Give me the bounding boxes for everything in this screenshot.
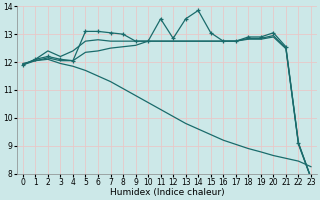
X-axis label: Humidex (Indice chaleur): Humidex (Indice chaleur) <box>109 188 224 197</box>
